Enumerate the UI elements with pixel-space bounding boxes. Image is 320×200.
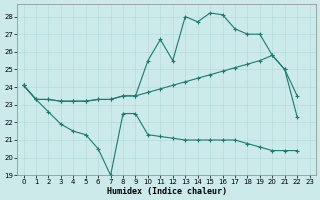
X-axis label: Humidex (Indice chaleur): Humidex (Indice chaleur) (107, 187, 227, 196)
